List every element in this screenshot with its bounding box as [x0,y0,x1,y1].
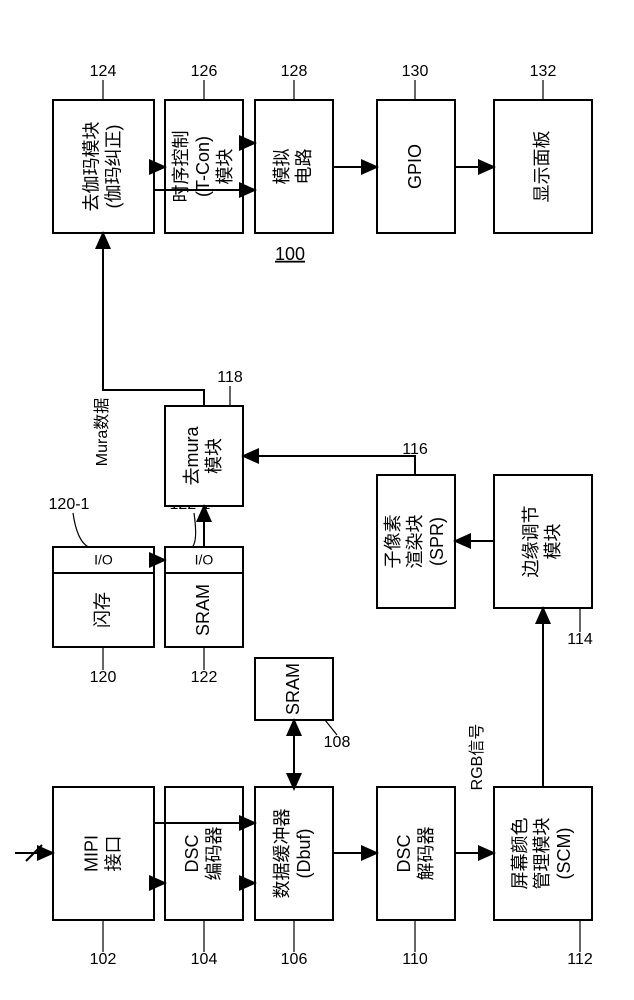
block-label: SRAM [283,663,303,715]
block-label: 去mura [182,426,202,486]
edge-spr-demura [243,456,415,475]
ref-panel: 132 [530,63,557,80]
ref-edge: 114 [567,631,593,648]
block-panel: 显示面板 132 [494,63,592,233]
block-label: 闪存 [92,592,112,628]
block-label: 时序控制 [171,131,191,203]
block-label: (SPR) [427,517,447,566]
block-label: 模拟 [272,149,292,185]
block-degamma: 去伽玛模块(伽玛纠正) 124 [53,63,154,233]
block-label: 显示面板 [532,131,552,203]
ref-sram: 108 [324,734,351,751]
block-label: (SCM) [554,828,574,880]
edge-demura-degamma [103,233,204,406]
block-flash: I/O 120-1 闪存 120 [49,496,154,686]
block-label: 电路 [294,149,314,185]
ref-degamma: 124 [90,63,117,80]
svg-text:Mura数据: Mura数据 [93,398,111,466]
block-gpio: GPIO 130 [377,63,455,233]
ref-scm: 112 [567,951,593,968]
ref-gpio: 130 [402,63,429,80]
block-label: DSC [182,834,202,872]
ref-analog: 128 [281,63,308,80]
io-label: I/O [195,552,214,568]
block-diagram: 100MIPI接口102DSC编码器104数据缓冲器(Dbuf)106DSC解码… [0,0,634,1000]
io-label: I/O [94,552,113,568]
ref-sram2: 122 [191,669,218,686]
block-label: 数据缓冲器 [272,809,292,899]
block-label: MIPI [81,835,101,872]
block-mipi: MIPI接口 102 [53,787,154,968]
ref-demura: 118 [217,369,243,386]
block-label: (Dbuf) [294,828,314,878]
block-label: (T-Con) [193,136,213,197]
block-scm: 屏幕颜色管理模块(SCM) 112 [494,787,593,968]
block-dbuf: 数据缓冲器(Dbuf) 106 [255,787,333,968]
ref-mipi: 102 [90,951,117,968]
ref-tcon: 126 [191,63,218,80]
ref-flash: 120 [90,669,117,686]
block-label: 接口 [103,836,123,872]
free-label-mura: Mura数据 [93,398,111,466]
block-label: 管理模块 [532,818,552,890]
block-label: SRAM [193,584,213,636]
block-dsc_enc: DSC编码器 104 [165,787,243,968]
block-analog: 模拟电路 128 [255,63,333,233]
block-label: 边缘调节 [521,506,541,578]
block-label: 去伽玛模块 [81,122,101,212]
block-label: GPIO [405,144,425,189]
free-label-rgb: RGB信号 [468,724,486,791]
ref-flash-io: 120-1 [49,496,90,513]
block-tcon: 时序控制(T-Con)模块 126 [165,63,243,233]
block-sram: SRAM 108 [255,658,350,751]
block-label: 解码器 [416,827,436,881]
svg-text:RGB信号: RGB信号 [468,724,486,791]
ref-dsc_dec: 110 [402,951,428,968]
diagram-title: 100 [275,244,305,264]
block-dsc_dec: DSC解码器 110 [377,787,455,968]
block-label: 屏幕颜色 [510,818,530,890]
block-label: 模块 [204,438,224,474]
block-label: 子像素 [383,515,403,569]
block-label: (伽玛纠正) [103,125,123,209]
block-label: DSC [394,834,414,872]
ref-dbuf: 106 [281,951,308,968]
block-label: 模块 [215,149,235,185]
ref-dsc_enc: 104 [191,951,218,968]
block-label: 渲染块 [405,515,425,569]
block-label: 模块 [543,524,563,560]
block-label: 编码器 [204,827,224,881]
